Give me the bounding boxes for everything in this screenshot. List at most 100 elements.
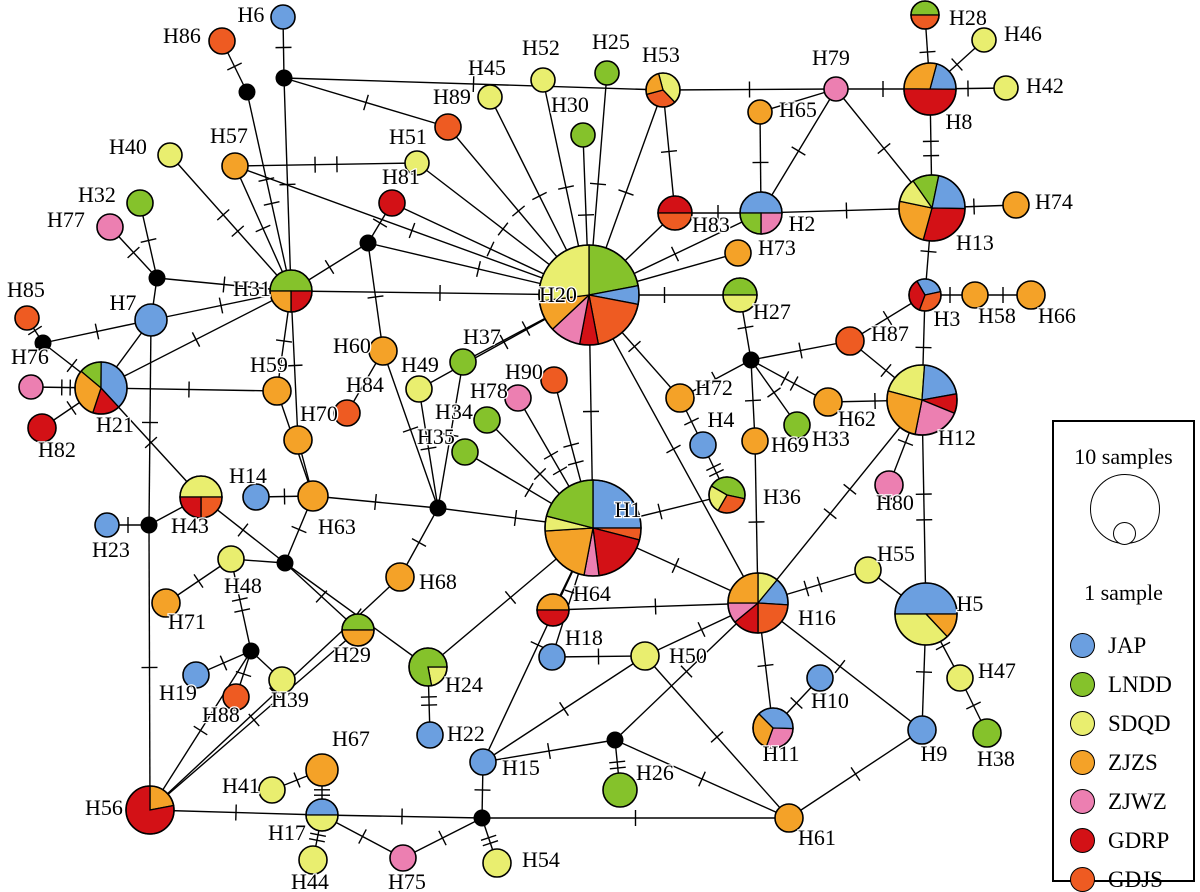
size-legend-large-label: 10 samples bbox=[1074, 444, 1173, 469]
mutation-tick bbox=[552, 466, 568, 476]
node-label-H87: H87 bbox=[871, 321, 909, 346]
haplotype-node-H79 bbox=[823, 76, 849, 102]
haplotype-node-H89 bbox=[434, 113, 462, 141]
legend-row-SDQD: SDQD bbox=[1054, 704, 1193, 743]
node-label-H86: H86 bbox=[163, 23, 201, 48]
haplotype-node-H24 bbox=[408, 647, 448, 687]
mutation-tick bbox=[255, 224, 271, 233]
haplotype-node-H26 bbox=[602, 772, 638, 808]
jap-swatch-icon bbox=[1070, 633, 1095, 658]
node-label-H63: H63 bbox=[318, 514, 356, 539]
haplotype-node-H22 bbox=[416, 721, 444, 749]
haplotype-node-H23 bbox=[94, 512, 120, 538]
edge-H48-B12 bbox=[230, 558, 252, 652]
mutation-tick bbox=[499, 334, 509, 350]
edges-layer bbox=[26, 14, 1031, 864]
haplotype-node-H3 bbox=[908, 278, 942, 312]
mutation-tick bbox=[790, 697, 803, 709]
haplotype-node-H25 bbox=[594, 60, 620, 86]
node-label-H70: H70 bbox=[300, 401, 338, 426]
pie-slice-GDJS bbox=[910, 14, 940, 30]
haplotype-node-H20 bbox=[538, 244, 640, 346]
haplotype-node-H70 bbox=[283, 425, 313, 455]
node-label-H6: H6 bbox=[238, 2, 265, 27]
node-label-H30: H30 bbox=[551, 92, 589, 117]
haplotype-node-H41 bbox=[258, 776, 286, 804]
haplotype-node-H69 bbox=[741, 427, 769, 455]
node-label-H75: H75 bbox=[388, 869, 426, 892]
mutation-tick bbox=[966, 701, 981, 710]
haplotype-node-H62 bbox=[813, 387, 843, 417]
node-label-H64: H64 bbox=[573, 581, 611, 606]
mutation-tick bbox=[618, 189, 634, 196]
mutation-tick bbox=[834, 659, 846, 674]
one-sample-circle-icon bbox=[1113, 522, 1136, 545]
haplotype-node-H80 bbox=[874, 470, 904, 500]
legend-row-ZJWZ: ZJWZ bbox=[1054, 782, 1193, 821]
mutation-tick bbox=[482, 840, 499, 847]
pie-slice-JAP bbox=[739, 191, 783, 214]
node-label-H31: H31 bbox=[233, 276, 271, 301]
haplotype-node-H59 bbox=[262, 376, 292, 406]
node-label-H3: H3 bbox=[934, 306, 961, 331]
node-label-H48: H48 bbox=[224, 573, 262, 598]
node-label-H7: H7 bbox=[110, 290, 137, 315]
legend-pop-name: SDQD bbox=[1108, 710, 1171, 736]
haplotype-node-H85 bbox=[14, 305, 40, 331]
haplotype-node-H42 bbox=[993, 75, 1019, 101]
mutation-tick bbox=[935, 641, 951, 651]
mutation-tick bbox=[737, 325, 754, 330]
haplotype-node-H1 bbox=[544, 479, 642, 577]
haplotype-node-H52 bbox=[530, 67, 556, 93]
mutation-tick bbox=[263, 201, 280, 206]
size-legend-circles bbox=[1054, 470, 1193, 580]
node-label-H24: H24 bbox=[445, 672, 483, 697]
node-label-H28: H28 bbox=[949, 5, 987, 30]
node-label-H65: H65 bbox=[779, 97, 817, 122]
mutation-tick bbox=[559, 701, 569, 717]
node-label-H27: H27 bbox=[753, 299, 791, 324]
haplotype-node-H5 bbox=[894, 582, 958, 646]
median-vector-node bbox=[429, 499, 447, 517]
mutation-tick bbox=[486, 241, 495, 257]
mutation-tick bbox=[577, 214, 595, 216]
sdqd-swatch-icon bbox=[1070, 711, 1095, 736]
node-label-H59: H59 bbox=[250, 352, 288, 377]
node-label-H81: H81 bbox=[382, 164, 420, 189]
node-label-H77: H77 bbox=[47, 207, 85, 232]
haplotype-node-H87 bbox=[835, 326, 865, 356]
haplotype-node-H29 bbox=[341, 613, 375, 647]
legend-row-JAP: JAP bbox=[1054, 626, 1193, 665]
node-label-H35: H35 bbox=[417, 424, 455, 449]
node-label-H41: H41 bbox=[222, 773, 260, 798]
node-label-H47: H47 bbox=[978, 658, 1016, 683]
mutation-tick bbox=[480, 834, 497, 841]
gdrp-swatch-icon bbox=[1070, 828, 1095, 853]
node-label-H16: H16 bbox=[798, 605, 836, 630]
legend-pop-name: ZJZS bbox=[1108, 749, 1158, 775]
haplotype-node-H11 bbox=[752, 707, 794, 749]
mutation-tick bbox=[823, 508, 837, 520]
mutation-tick bbox=[27, 325, 43, 336]
node-label-H89: H89 bbox=[433, 84, 471, 109]
haplotype-node-H88 bbox=[222, 683, 250, 711]
haplotype-node-H16 bbox=[727, 572, 789, 634]
haplotype-node-H8 bbox=[903, 62, 957, 116]
node-label-H53: H53 bbox=[642, 42, 680, 67]
node-label-H61: H61 bbox=[798, 825, 836, 850]
node-label-H5: H5 bbox=[957, 591, 984, 616]
median-vector-node bbox=[742, 351, 760, 369]
haplotype-node-H67 bbox=[305, 753, 339, 787]
node-label-H15: H15 bbox=[502, 755, 540, 780]
haplotype-node-H18 bbox=[538, 643, 566, 671]
node-label-H36: H36 bbox=[763, 484, 801, 509]
node-label-H62: H62 bbox=[838, 406, 876, 431]
mutation-tick bbox=[973, 198, 975, 215]
mutation-tick bbox=[780, 371, 790, 386]
haplotype-node-H86 bbox=[208, 27, 236, 55]
node-label-H60: H60 bbox=[333, 333, 371, 358]
haplotype-node-H46 bbox=[971, 27, 997, 53]
haplotype-node-H49 bbox=[405, 375, 433, 403]
median-vector-node bbox=[359, 234, 377, 252]
node-label-H1: H1 bbox=[615, 497, 642, 522]
